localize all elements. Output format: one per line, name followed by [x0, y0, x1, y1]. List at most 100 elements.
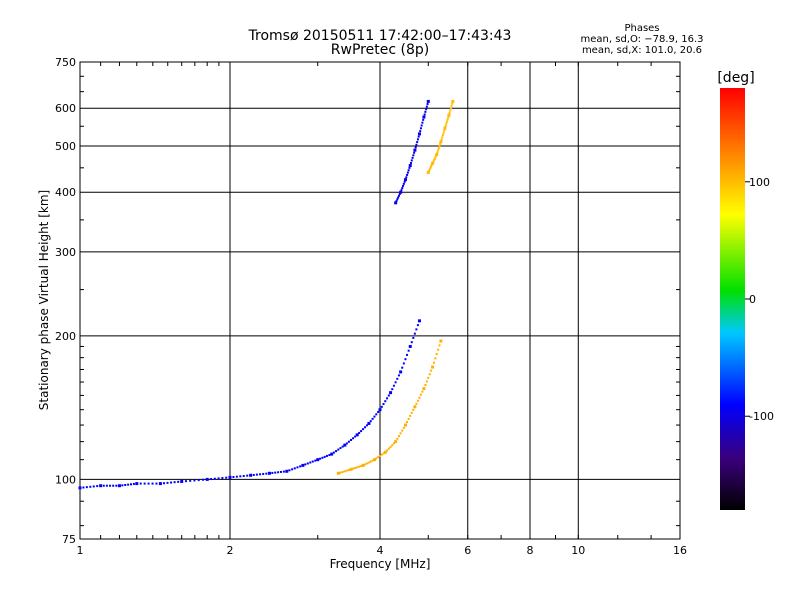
data-point [435, 152, 439, 156]
data-point [339, 447, 342, 450]
data-point [420, 124, 423, 127]
data-point [396, 198, 399, 201]
data-point [399, 432, 402, 435]
data-point [246, 474, 249, 477]
colorbar-label: [deg] [717, 70, 754, 86]
data-point [162, 482, 165, 485]
data-point [391, 444, 394, 447]
data-point [349, 467, 353, 471]
y-tick-labels: 75 100 200 300 400 500 600 750 [55, 56, 76, 546]
data-point [197, 479, 200, 482]
data-point [439, 140, 443, 144]
data-point [422, 118, 425, 121]
data-point [426, 170, 430, 174]
data-point [425, 108, 428, 111]
data-point [389, 391, 393, 395]
data-point [363, 426, 366, 429]
data-point [249, 473, 253, 477]
data-point [277, 471, 280, 474]
data-point [421, 390, 424, 393]
data-point [447, 113, 451, 117]
data-point [82, 486, 85, 489]
x-tick-label: 4 [377, 544, 384, 557]
x-tick-label: 1 [77, 544, 84, 557]
data-point [422, 115, 426, 119]
data-point [436, 151, 439, 154]
data-point [403, 423, 407, 427]
data-point [384, 400, 387, 403]
data-point [399, 370, 403, 374]
data-point [364, 463, 367, 466]
data-point [314, 459, 317, 462]
data-point [430, 163, 433, 166]
data-point [355, 433, 359, 437]
data-point [424, 110, 427, 113]
data-point [411, 156, 414, 159]
data-point [360, 430, 363, 433]
data-point [418, 396, 421, 399]
data-point [304, 463, 307, 466]
data-point [410, 411, 413, 414]
y-tick-label: 100 [55, 473, 76, 486]
data-point [139, 482, 142, 485]
data-point [112, 484, 115, 487]
data-point [380, 405, 383, 408]
data-point [392, 442, 395, 445]
data-point [400, 189, 403, 192]
data-point [383, 450, 387, 454]
data-point [358, 431, 361, 434]
data-point [319, 457, 322, 460]
data-point [350, 438, 353, 441]
data-point [155, 482, 158, 485]
data-point [396, 437, 399, 440]
data-point [267, 471, 271, 475]
data-point [394, 201, 398, 205]
data-point [180, 479, 184, 483]
data-point [432, 160, 435, 163]
data-point [365, 424, 368, 427]
data-point [330, 452, 334, 456]
y-tick-label: 200 [55, 330, 76, 343]
data-point [345, 469, 348, 472]
data-point [403, 180, 406, 183]
data-point [170, 481, 173, 484]
plot-area: 1 2 4 6 8 10 16 75 100 200 300 400 500 600 750 [55, 56, 687, 557]
data-point [413, 148, 417, 152]
data-point [285, 469, 289, 473]
data-point [96, 485, 99, 488]
data-point [445, 122, 448, 125]
data-point [339, 471, 342, 474]
data-point [151, 482, 154, 485]
colorbar-tick-label: 100 [749, 176, 770, 189]
data-point [447, 116, 450, 119]
data-point [193, 479, 196, 482]
data-point [259, 473, 262, 476]
colorbar-tick-label: 0 [749, 293, 756, 306]
data-point [362, 428, 365, 431]
data-point [360, 465, 363, 468]
data-point [367, 421, 371, 425]
data-point [306, 462, 309, 465]
data-point [371, 459, 374, 462]
y-tick-label: 300 [55, 246, 76, 259]
data-point [434, 156, 437, 159]
data-point [429, 166, 432, 169]
data-point [378, 408, 382, 412]
data-point [430, 165, 433, 168]
data-point [397, 374, 400, 377]
data-point [428, 373, 431, 376]
data-point [413, 405, 417, 409]
data-point [407, 349, 410, 352]
data-point [451, 99, 455, 103]
data-point [311, 460, 314, 463]
data-point [132, 482, 135, 485]
data-point [352, 467, 355, 470]
data-point [405, 176, 408, 179]
data-point [414, 146, 417, 149]
data-point [391, 388, 394, 391]
data-point [255, 473, 258, 476]
phase-stats-title: Phases [624, 23, 659, 34]
data-point [412, 154, 415, 157]
data-point [109, 484, 112, 487]
data-point [438, 145, 441, 148]
